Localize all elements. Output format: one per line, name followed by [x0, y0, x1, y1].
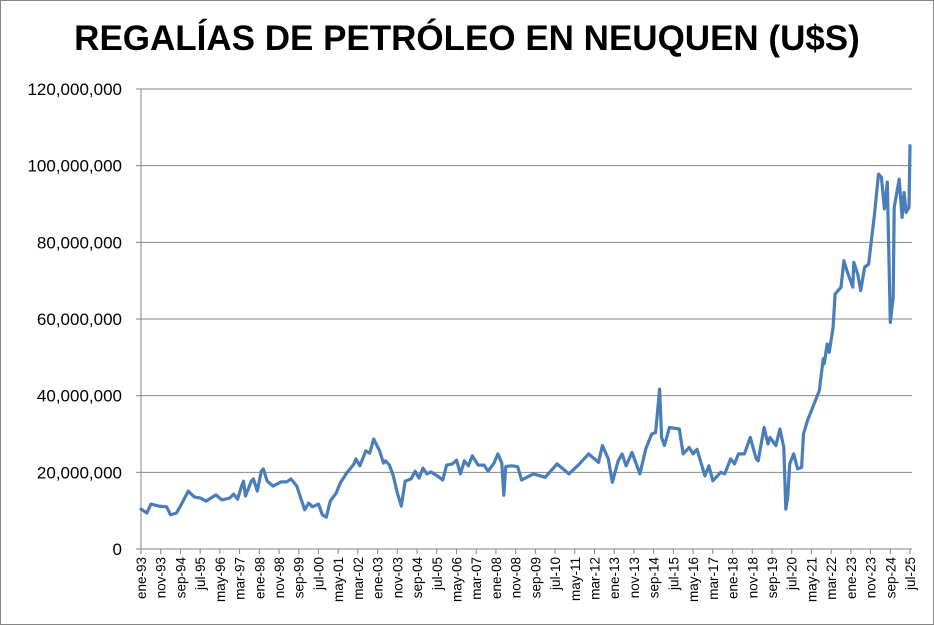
x-tick-label: ene-23	[844, 557, 859, 599]
x-tick-label: sep-94	[173, 557, 188, 599]
x-tick-label: mar-07	[469, 557, 484, 600]
x-tick-label: sep-24	[883, 557, 898, 599]
x-tick-label: jul-20	[785, 557, 800, 591]
y-tick-label: 80,000,000	[37, 233, 122, 252]
x-tick-label: ene-18	[726, 557, 741, 599]
x-tick-label: may-96	[213, 557, 228, 602]
x-tick-label: nov-18	[745, 557, 760, 598]
x-tick-label: ene-03	[371, 557, 386, 599]
x-tick-label: nov-08	[509, 557, 524, 598]
x-tick-label: jul-05	[430, 557, 445, 591]
x-tick-label: jul-25	[903, 557, 918, 591]
y-tick-label: 120,000,000	[27, 80, 122, 99]
series-line-regalias	[139, 144, 912, 519]
x-tick-label: sep-19	[765, 557, 780, 598]
x-tick-label: may-06	[449, 557, 464, 602]
x-tick-label: nov-23	[864, 557, 879, 598]
x-tick-label: sep-04	[410, 557, 425, 599]
x-tick-label: ene-98	[252, 557, 267, 599]
x-tick-label: ene-08	[489, 557, 504, 599]
x-tick-label: jul-00	[311, 557, 326, 591]
x-tick-label: mar-12	[588, 557, 603, 600]
x-tick-label: jul-95	[193, 557, 208, 591]
y-tick-label: 100,000,000	[27, 157, 122, 176]
x-tick-label: mar-22	[824, 557, 839, 600]
x-tick-label: jul-10	[548, 557, 563, 591]
x-tick-label: ene-13	[607, 557, 622, 599]
x-tick-label: may-01	[331, 557, 346, 602]
x-tick-label: may-16	[686, 557, 701, 602]
y-tick-label: 20,000,000	[37, 463, 122, 482]
x-tick-label: may-11	[568, 557, 583, 601]
x-tick-label: sep-09	[528, 557, 543, 598]
y-tick-label: 40,000,000	[37, 387, 122, 406]
chart-title: REGALÍAS DE PETRÓLEO EN NEUQUEN (U$S)	[74, 19, 860, 58]
x-tick-label: jul-15	[666, 557, 681, 591]
x-tick-label: nov-98	[272, 557, 287, 598]
x-tick-label: nov-13	[627, 557, 642, 598]
x-tick-label: nov-93	[154, 557, 169, 598]
x-tick-label: mar-97	[233, 557, 248, 600]
x-tick-label: mar-17	[706, 557, 721, 600]
x-tick-label: sep-14	[647, 557, 662, 599]
x-tick-label: mar-02	[351, 557, 366, 600]
x-tick-label: may-21	[804, 557, 819, 602]
y-tick-label: 60,000,000	[37, 310, 122, 329]
x-tick-label: sep-99	[292, 557, 307, 598]
y-tick-label: 0	[113, 540, 122, 559]
x-tick-label: ene-93	[134, 557, 149, 599]
x-tick-label: nov-03	[390, 557, 405, 598]
